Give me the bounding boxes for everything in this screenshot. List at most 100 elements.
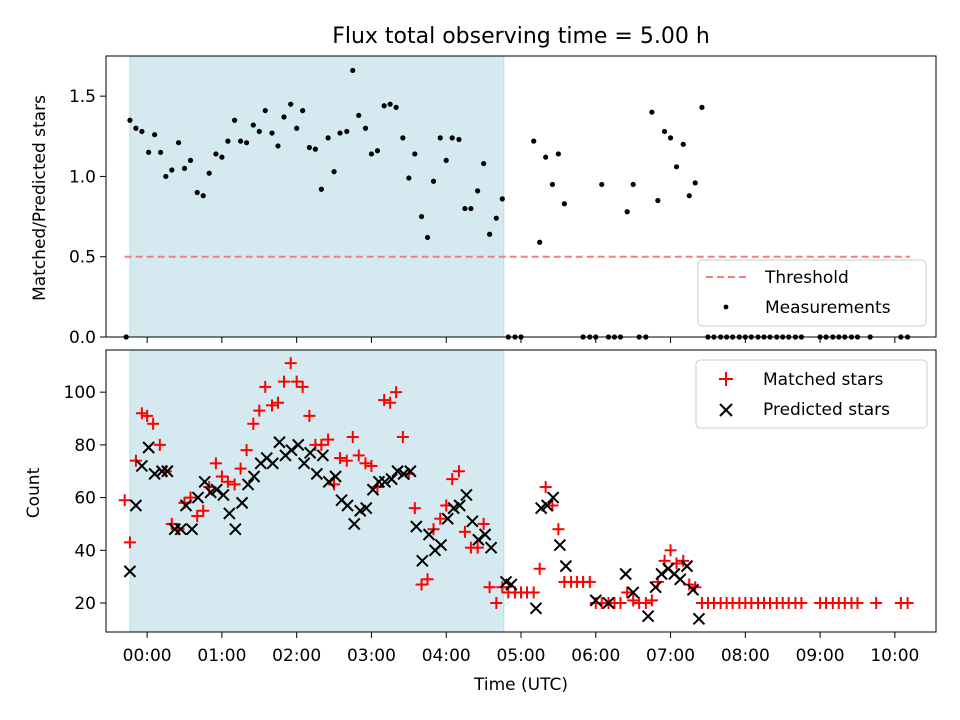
predicted-star-point <box>185 523 199 536</box>
matched-star-point <box>614 597 627 610</box>
predicted-star-point <box>341 499 354 512</box>
predicted-marker-b <box>179 499 193 512</box>
measurement-point <box>294 125 300 131</box>
measurement-point <box>655 197 661 204</box>
matched-star-point <box>452 465 465 478</box>
predicted-marker-b <box>404 465 417 478</box>
measurement-point <box>531 138 537 144</box>
matched-stars-points <box>118 357 914 610</box>
predicted-star-point <box>247 470 261 483</box>
matched-star-point <box>627 594 640 607</box>
predicted-marker-b <box>589 594 602 607</box>
count-y-tick-label: 40 <box>74 541 96 561</box>
ratio-y-tick-label: 1.0 <box>69 167 96 187</box>
count-legend-box <box>695 359 928 429</box>
measurement-point <box>667 135 674 141</box>
predicted-star-point <box>348 517 361 531</box>
measurement-point <box>200 193 206 199</box>
matched-star-point <box>870 597 883 610</box>
predicted-star-point <box>404 465 417 478</box>
legend-measurements-label: Measurements <box>765 298 891 318</box>
time-x-tick-label: 09:00 <box>796 646 845 666</box>
predicted-marker-b <box>529 602 543 615</box>
ratio-legend: Threshold Measurements <box>697 259 927 327</box>
matched-star-point <box>296 380 309 393</box>
predicted-star-point <box>559 559 573 573</box>
ratio-legend-box <box>697 259 927 327</box>
predicted-star-point <box>174 523 187 536</box>
measurement-point <box>187 157 194 163</box>
matched-star-point <box>483 581 496 594</box>
predicted-star-point <box>273 436 286 449</box>
predicted-star-point <box>422 528 436 541</box>
measurement-point <box>269 130 275 136</box>
predicted-star-point <box>310 467 324 481</box>
measurement-point <box>300 107 306 114</box>
predicted-star-point <box>223 507 236 520</box>
measurement-point <box>630 181 636 188</box>
predicted-star-point <box>129 499 143 512</box>
measurement-point <box>163 173 169 180</box>
predicted-star-point <box>529 602 543 615</box>
measurement-point <box>139 128 145 135</box>
matched-star-point <box>322 433 335 446</box>
predicted-marker-b <box>546 491 560 504</box>
measurement-point <box>686 193 692 199</box>
matched-star-point <box>434 512 447 525</box>
measurement-point <box>387 101 393 107</box>
matched-star-point <box>259 380 272 393</box>
time-x-tick-label: 01:00 <box>197 646 246 666</box>
predicted-marker-b <box>155 465 169 478</box>
measurement-point <box>225 138 231 144</box>
matched-star-point <box>346 430 359 443</box>
observing-window-shade-top <box>129 55 505 338</box>
matched-star-point <box>340 454 353 467</box>
measurement-point <box>146 149 152 155</box>
ratio-panel: Flux total observing time = 5.00 h 0.00.… <box>30 24 937 348</box>
measurement-point <box>127 117 133 123</box>
matched-star-point <box>191 510 204 523</box>
observing-window-shade-bottom <box>129 349 505 633</box>
predicted-marker-b <box>142 441 155 454</box>
measurement-point <box>344 128 350 135</box>
predicted-marker-b <box>410 520 423 533</box>
measurement-point <box>649 109 655 115</box>
measurement-point <box>237 138 244 144</box>
measurement-point <box>133 125 139 131</box>
measurement-point <box>381 103 387 109</box>
measurement-point <box>194 189 200 196</box>
matched-star-point <box>396 430 409 443</box>
predicted-marker-b <box>266 457 279 470</box>
measurement-point <box>537 239 543 245</box>
chart-title: Flux total observing time = 5.00 h <box>332 24 710 49</box>
time-x-tick-label: 06:00 <box>571 646 620 666</box>
predicted-marker-b <box>559 559 573 573</box>
matched-star-point <box>639 597 652 610</box>
legend-matched-label: Matched stars <box>763 370 883 390</box>
ratio-y-label: Matched/Predicted stars <box>30 95 50 301</box>
predicted-star-point <box>191 491 205 504</box>
matched-star-point <box>135 407 148 420</box>
predicted-star-point <box>329 470 342 483</box>
measurement-point <box>213 151 219 157</box>
predicted-marker-b <box>191 491 205 504</box>
measurement-point <box>549 181 556 188</box>
predicted-marker-b <box>466 515 479 528</box>
count-y-axis: 20 40 60 80 100 <box>64 383 106 614</box>
measurement-point <box>312 146 318 152</box>
predicted-marker-b <box>540 499 554 512</box>
measurement-point <box>318 186 324 192</box>
measurement-point <box>456 136 462 143</box>
matched-star-point <box>209 457 222 470</box>
predicted-marker-b <box>241 478 255 491</box>
predicted-marker-b <box>285 443 298 457</box>
time-x-tick-label: 08:00 <box>721 646 770 666</box>
measurement-point <box>599 181 605 188</box>
matched-star-point <box>446 473 459 486</box>
predicted-marker-b <box>310 467 324 481</box>
predicted-marker-b <box>416 554 429 568</box>
predicted-marker-b <box>335 494 348 507</box>
predicted-marker-b <box>322 475 336 488</box>
time-x-tick-label: 10:00 <box>870 646 919 666</box>
matched-star-point <box>334 452 347 465</box>
